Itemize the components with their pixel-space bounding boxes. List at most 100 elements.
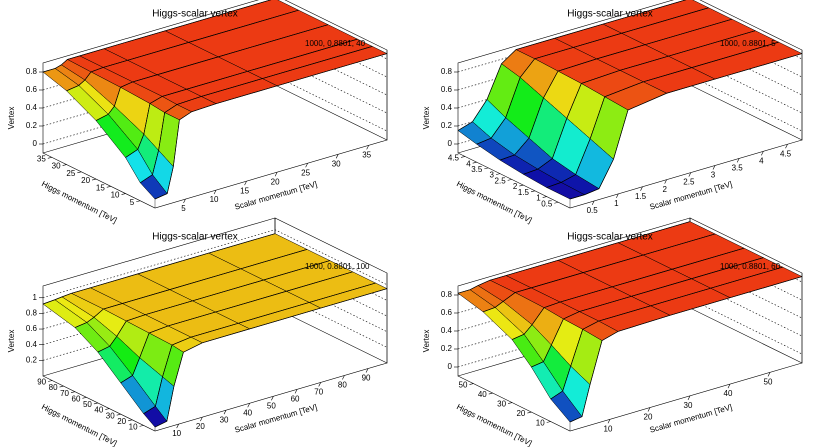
x-tick: [727, 383, 731, 389]
y-tick: [105, 408, 110, 410]
y-tick: [106, 185, 111, 188]
y-tick: [495, 173, 501, 175]
x-tick-label: 70: [314, 388, 323, 397]
floor-edge: [457, 362, 803, 432]
z-tick-label: 0.2: [441, 121, 453, 130]
y-tick-label: 10: [129, 422, 138, 431]
y-tick-label: 90: [37, 378, 46, 387]
x-tick-label: 10: [210, 195, 219, 204]
z-tick-label: 0.8: [441, 67, 453, 76]
z-tick-label: 0: [448, 362, 453, 371]
z-tick-label: 0.6: [26, 85, 38, 94]
chart-title: Higgs-scalar vertex: [152, 232, 238, 243]
x-tick: [688, 172, 692, 177]
y-tick: [59, 385, 64, 388]
x-tick-label: 40: [724, 389, 733, 398]
x-tick-label: 5: [181, 204, 186, 213]
x-tick-label: 1.5: [635, 192, 647, 201]
y-tick: [91, 178, 97, 181]
x-tick: [591, 200, 595, 206]
y-tick-label: 30: [52, 162, 61, 171]
x-tick-label: 10: [172, 429, 181, 438]
x-tick: [223, 410, 227, 415]
x-tick-label: 25: [301, 168, 310, 177]
x-tick-label: 4: [759, 156, 764, 165]
x-tick-label: 3.5: [732, 164, 744, 173]
y-tick: [82, 397, 87, 399]
annotation: 1000, 0.8801, 100: [305, 262, 370, 271]
x-tick: [200, 416, 203, 422]
x-tick: [318, 382, 321, 387]
x-tick: [640, 186, 643, 191]
y-tick-label: 3.5: [471, 165, 483, 174]
y-tick-label: 4.5: [448, 154, 460, 163]
surface-row: [120, 271, 353, 384]
chart-title: Higgs-scalar vertex: [567, 232, 653, 243]
x-tick-label: 20: [271, 177, 280, 186]
z-tick-label: 0.4: [441, 326, 453, 335]
x-tick-label: 60: [291, 394, 300, 403]
y-tick: [488, 392, 493, 395]
surface-row: [476, 7, 709, 145]
x-tick: [664, 179, 667, 184]
x-tick: [767, 372, 771, 377]
surface-row: [95, 24, 329, 121]
z-tick-label: 0.4: [26, 103, 38, 112]
x-tick-label: 50: [764, 377, 773, 386]
surface-row: [74, 249, 308, 328]
x-tick-label: 80: [338, 381, 347, 390]
surface-row: [125, 38, 358, 158]
x-tick-label: 15: [240, 186, 249, 195]
panel: 0 0.2 0.4 0.6 0.8 10 20 30 40 50 10 20 30 40 50 Higgs-s…: [422, 217, 803, 447]
y-tick-label: 3: [490, 171, 495, 180]
z-tick-label: 0.2: [441, 344, 453, 353]
y-tick: [116, 413, 121, 416]
annotation: 1000, 0.8801, 5: [720, 39, 776, 48]
panel: 0.20.40.60.81102030405060708090102030405…: [7, 217, 388, 447]
x-tick-label: 90: [362, 374, 371, 383]
surface-row: [154, 53, 388, 200]
y-tick: [519, 184, 524, 187]
surface-row: [97, 260, 330, 353]
x-tick: [687, 395, 691, 400]
y-tick: [70, 391, 76, 394]
floor-edge: [42, 362, 388, 432]
x-tick-label: 50: [267, 401, 276, 410]
z-axis-label: Vertex: [422, 330, 431, 353]
y-tick: [77, 171, 82, 174]
surface-row: [550, 266, 783, 400]
z-axis-label: Vertex: [7, 107, 16, 130]
surface-row: [457, 0, 687, 131]
x-tick-label: 0.5: [587, 206, 599, 215]
z-tick-label: 0.6: [441, 308, 453, 317]
y-tick: [469, 383, 474, 385]
panel: 0 0.2 0.4 0.6 0.8 5 10 15 20 25 30 35 5 10 15 20 25 30 35 H…: [7, 0, 388, 225]
y-tick-label: 60: [72, 394, 81, 403]
y-tick-label: 0.5: [541, 199, 553, 208]
z-tick-label: 0: [33, 139, 38, 148]
x-tick: [271, 396, 274, 401]
y-tick: [93, 402, 98, 405]
z-tick-label: 0.6: [26, 324, 38, 333]
surface-row: [499, 18, 733, 161]
x-tick: [244, 181, 247, 186]
y-tick: [484, 167, 489, 170]
x-tick-label: 35: [362, 150, 371, 159]
y-tick-label: 30: [106, 411, 115, 420]
y-tick: [507, 402, 513, 404]
y-tick-label: 4: [466, 159, 471, 168]
y-tick-label: 10: [111, 191, 120, 200]
x-tick: [274, 172, 278, 177]
panel: 00.20.40.60.80.511.522.533.544.50.511.52…: [422, 0, 803, 225]
surface-row: [482, 233, 716, 313]
annotation: 1000, 0.8801, 40: [305, 39, 366, 48]
y-tick: [460, 156, 466, 158]
x-tick: [213, 189, 217, 195]
x-tick: [761, 151, 764, 156]
grid-line: [42, 229, 388, 299]
surface-row: [42, 0, 272, 73]
surface-row: [569, 53, 803, 200]
x-tick-label: 30: [220, 415, 229, 424]
x-tick: [335, 154, 339, 159]
surface-row: [143, 282, 376, 414]
